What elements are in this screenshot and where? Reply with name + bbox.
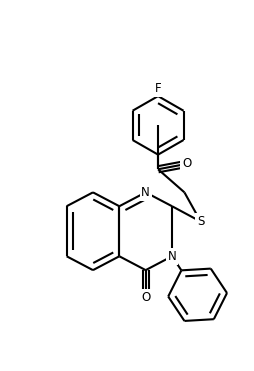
- Text: O: O: [141, 290, 150, 303]
- Text: O: O: [182, 157, 191, 170]
- Text: S: S: [197, 215, 204, 228]
- Text: N: N: [141, 186, 150, 199]
- Text: F: F: [155, 82, 161, 95]
- Text: N: N: [168, 250, 176, 263]
